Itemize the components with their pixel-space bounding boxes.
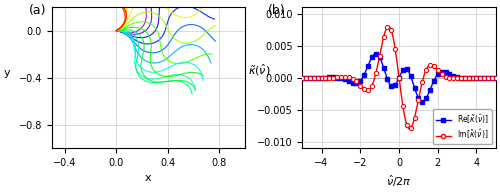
Y-axis label: y: y bbox=[4, 68, 11, 78]
Legend: Re[$\tilde{\kappa}(\hat{\nu})$], Im[$\tilde{\kappa}(\hat{\nu})$]: Re[$\tilde{\kappa}(\hat{\nu})$], Im[$\ti… bbox=[432, 109, 492, 144]
Text: (b): (b) bbox=[268, 4, 285, 17]
Text: (a): (a) bbox=[28, 4, 46, 17]
Y-axis label: $\tilde{\kappa}(\hat{\nu})$: $\tilde{\kappa}(\hat{\nu})$ bbox=[248, 62, 271, 78]
X-axis label: $\hat{\nu}/2\pi$: $\hat{\nu}/2\pi$ bbox=[386, 174, 412, 189]
X-axis label: x: x bbox=[145, 174, 152, 183]
